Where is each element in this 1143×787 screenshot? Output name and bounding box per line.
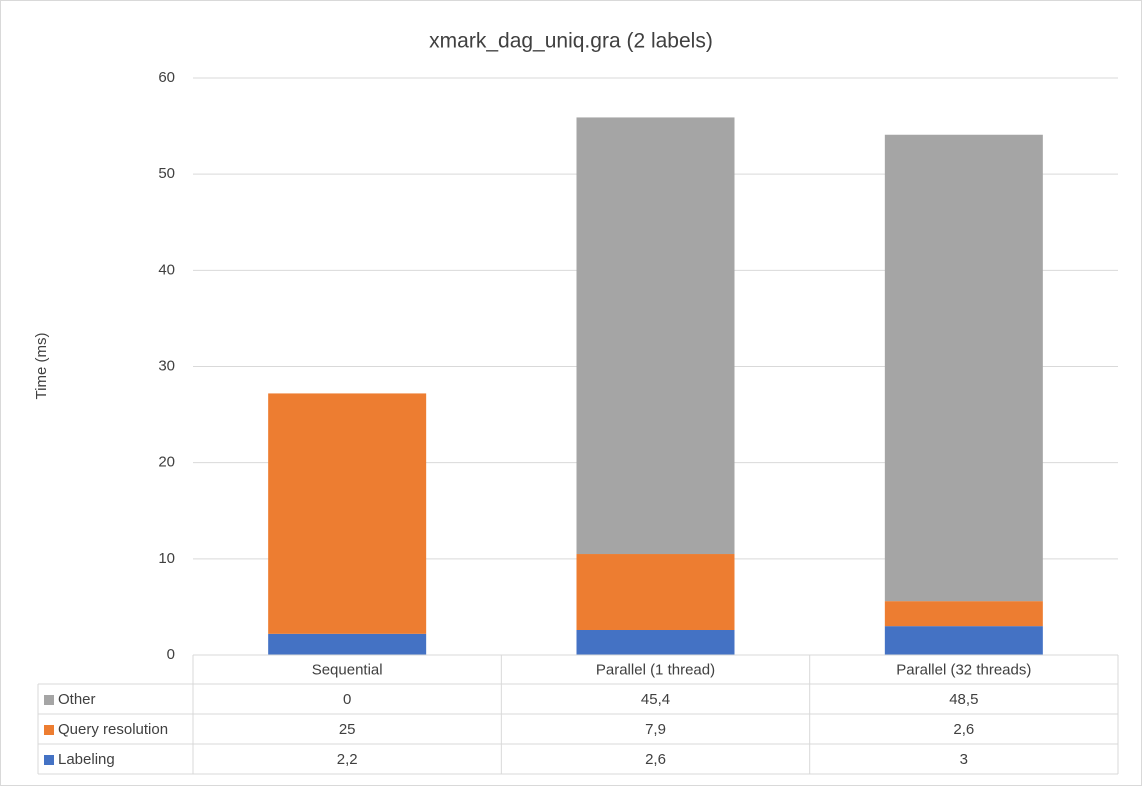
y-tick-label: 50 [158,165,175,182]
y-tick-label: 30 [158,357,175,374]
bar-segment [884,601,1043,627]
table-value: 45,4 [641,691,670,708]
bar-segment [268,633,427,655]
legend-label: Query resolution [58,721,168,738]
legend-swatch [44,755,54,765]
table-value: 0 [343,691,351,708]
legend-swatch [44,695,54,705]
chart-title: xmark_dag_uniq.gra (2 labels) [429,30,713,53]
table-value: 25 [339,721,356,738]
table-value: 7,9 [645,721,666,738]
bar-segment [268,393,427,634]
legend-swatch [44,725,54,735]
table-value: 2,6 [953,721,974,738]
y-tick-label: 40 [158,261,175,278]
x-tick-label: Parallel (32 threads) [896,661,1031,678]
table-value: 3 [960,751,968,768]
bar-segment [576,117,735,555]
legend-label: Labeling [58,751,115,768]
y-tick-label: 10 [158,550,175,567]
bar-segment [576,554,735,630]
table-value: 2,2 [337,751,358,768]
legend-label: Other [58,691,96,708]
bar-segment [576,629,735,655]
x-tick-label: Parallel (1 thread) [596,661,715,678]
table-value: 2,6 [645,751,666,768]
y-tick-label: 0 [167,646,175,663]
bar-segment [884,134,1043,602]
y-tick-label: 20 [158,454,175,471]
x-tick-label: Sequential [312,661,383,678]
bar-segment [884,626,1043,655]
table-value: 48,5 [949,691,978,708]
y-axis-label: Time (ms) [33,333,50,400]
y-tick-label: 60 [158,69,175,86]
